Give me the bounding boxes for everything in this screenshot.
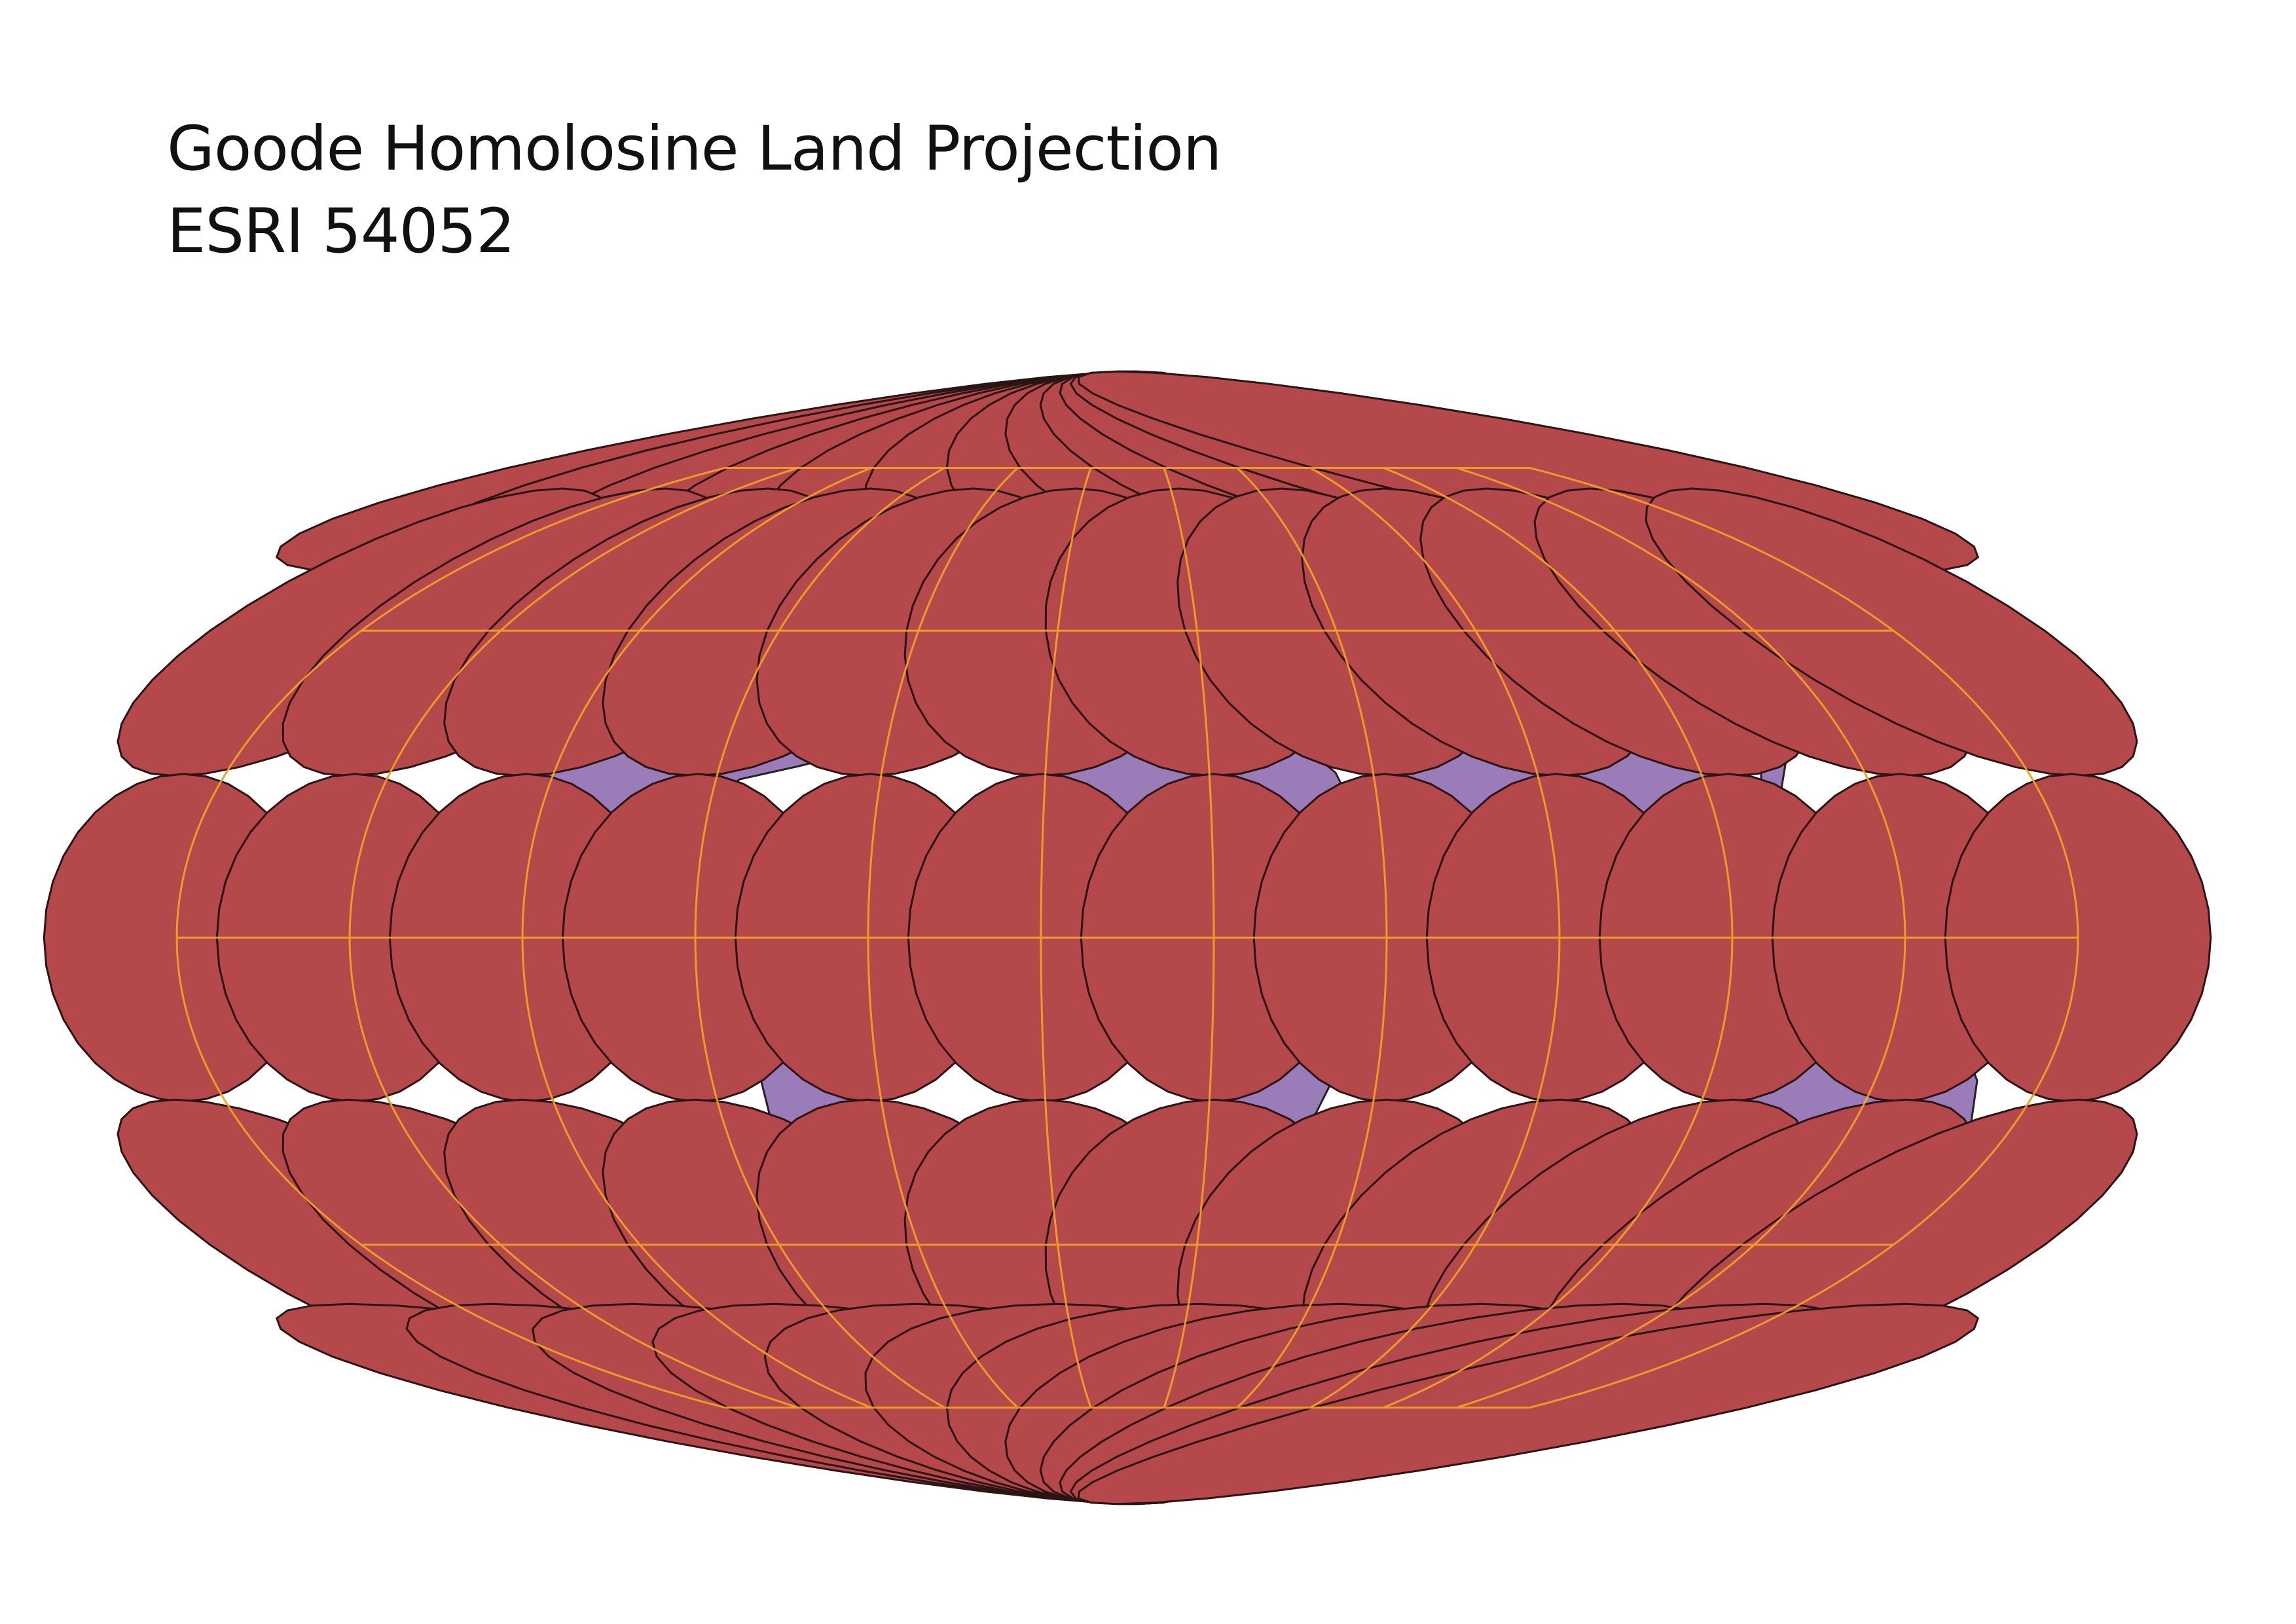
graticule-meridian <box>867 467 1019 1409</box>
graticule-meridian <box>348 467 799 1409</box>
graticule-meridian <box>1309 467 1561 1409</box>
graticule-meridian <box>1163 467 1215 1409</box>
graticule-meridian <box>1236 467 1388 1409</box>
graticule-meridian <box>521 467 872 1409</box>
graticule-meridian <box>1383 467 1734 1409</box>
map-subtitle: ESRI 54052 <box>167 196 515 267</box>
graticule-meridian <box>175 466 725 1409</box>
graticule-meridian <box>1040 467 1092 1409</box>
graticule-meridian <box>694 467 945 1409</box>
map-title-block: Goode Homolosine Land Projection ESRI 54… <box>167 108 1222 273</box>
graticule-meridian <box>1529 466 2079 1409</box>
graticule-meridian <box>1456 467 1906 1409</box>
graticule-overlay <box>175 466 2079 1409</box>
map-title: Goode Homolosine Land Projection <box>167 113 1222 185</box>
